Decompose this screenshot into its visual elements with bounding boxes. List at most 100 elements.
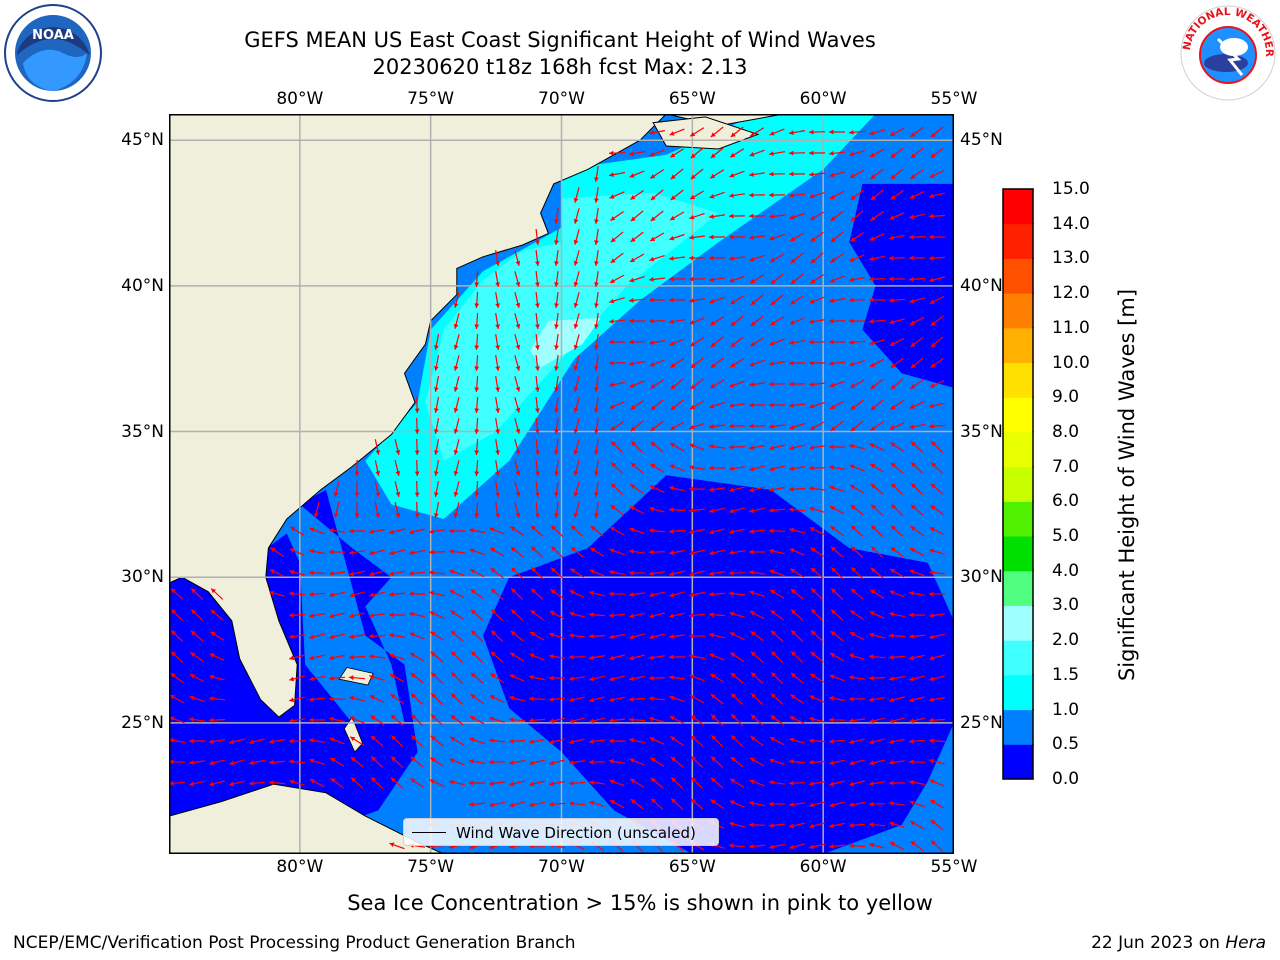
arrow-head	[691, 735, 696, 741]
arrow-head	[690, 404, 696, 410]
arrow-head	[669, 341, 675, 346]
arrow-head	[229, 781, 234, 787]
arrow-head	[191, 609, 197, 615]
arrow-head	[594, 240, 599, 245]
arrow-head	[491, 630, 497, 636]
arrow-head	[535, 366, 540, 371]
arrow-head	[811, 630, 816, 636]
arrow-head	[509, 802, 515, 808]
arrow-head	[889, 821, 895, 827]
arrow-head	[610, 800, 615, 805]
arrow-head	[829, 444, 834, 450]
arrow-head	[749, 445, 754, 450]
arrow-head	[474, 366, 480, 371]
arrow-head	[594, 429, 599, 434]
arrow-head	[710, 153, 716, 158]
arrow-head	[709, 508, 714, 514]
arrow-head	[750, 736, 756, 741]
arrow-head	[351, 777, 356, 783]
arrow-head	[889, 235, 894, 241]
arrow-head	[573, 407, 579, 413]
arrow-head	[789, 802, 794, 807]
arrow-head	[809, 360, 814, 366]
arrow-head	[789, 737, 795, 743]
arrow-head	[891, 525, 896, 531]
arrow-head	[850, 588, 856, 594]
arrow-head	[554, 492, 559, 497]
arrow-head	[409, 570, 414, 576]
arrow-head	[610, 278, 615, 283]
arrow-head	[515, 470, 521, 476]
arrow-head	[609, 172, 614, 177]
arrow-head	[769, 780, 774, 785]
arrow-head	[554, 282, 559, 287]
arrow-head	[670, 174, 676, 180]
arrow-head	[711, 735, 717, 741]
arrow-head	[729, 550, 734, 555]
arrow-head	[554, 324, 559, 329]
arrow-head	[649, 549, 654, 555]
arrow-head	[429, 529, 434, 534]
arrow-head	[731, 693, 737, 699]
lon-tick-label: 75°W	[407, 857, 455, 877]
arrow-head	[730, 778, 736, 784]
arrow-head	[731, 735, 736, 741]
arrow-head	[769, 758, 775, 764]
arrow-head	[430, 735, 436, 741]
arrow-head	[269, 590, 275, 596]
arrow-head	[809, 738, 814, 744]
arrow-head	[474, 450, 480, 455]
arrow-head	[650, 236, 656, 241]
arrow-head	[889, 341, 895, 346]
arrow-head	[929, 213, 934, 219]
arrow-head	[573, 323, 579, 329]
arrow-head	[729, 800, 735, 805]
arrow-head	[409, 632, 415, 637]
arrow-head	[749, 362, 755, 367]
arrow-head	[569, 654, 574, 660]
colorbar-segment	[1003, 640, 1033, 676]
arrow-head	[573, 239, 579, 245]
lon-tick-label: 70°W	[538, 89, 585, 109]
arrow-head	[309, 758, 315, 764]
noaa-logo-text: NOAA	[32, 28, 74, 43]
arrow-head	[209, 674, 215, 680]
arrow-head	[809, 802, 815, 808]
arrow-head	[709, 465, 714, 471]
arrow-head	[669, 592, 675, 598]
arrow-head	[929, 697, 934, 702]
arrow-head	[830, 653, 835, 658]
arrow-head	[669, 571, 675, 577]
arrow-head	[649, 506, 655, 512]
arrow-head	[809, 527, 815, 532]
arrow-head	[409, 611, 414, 617]
arrow-head	[515, 491, 521, 497]
arrow-head	[474, 429, 480, 434]
arrow-head	[709, 487, 714, 492]
arrow-head	[594, 345, 599, 350]
arrow-head	[750, 278, 756, 284]
arrow-head	[850, 405, 856, 410]
arrow-head	[909, 424, 914, 430]
land-mass	[169, 114, 784, 854]
lat-tick-label: 30°N	[960, 567, 1003, 588]
arrow-head	[829, 339, 834, 345]
arrow-head	[750, 341, 756, 347]
colorbar-tick-label: 5.0	[1052, 526, 1080, 547]
arrow-head	[689, 674, 695, 679]
arrow-head	[909, 718, 914, 724]
arrow-head	[749, 549, 754, 555]
bahamas-island	[338, 667, 374, 686]
arrow-head	[809, 781, 814, 786]
arrow-head	[451, 693, 456, 699]
arrow-head	[569, 760, 574, 765]
arrow-head	[429, 549, 434, 555]
arrow-head	[869, 697, 874, 702]
colorbar-segment	[1003, 397, 1033, 433]
arrow-head	[769, 737, 775, 742]
arrow-head	[609, 697, 614, 703]
arrow-head	[471, 672, 476, 678]
arrow-head	[869, 236, 875, 241]
arrow-head	[453, 512, 459, 518]
arrow-head	[690, 153, 696, 159]
